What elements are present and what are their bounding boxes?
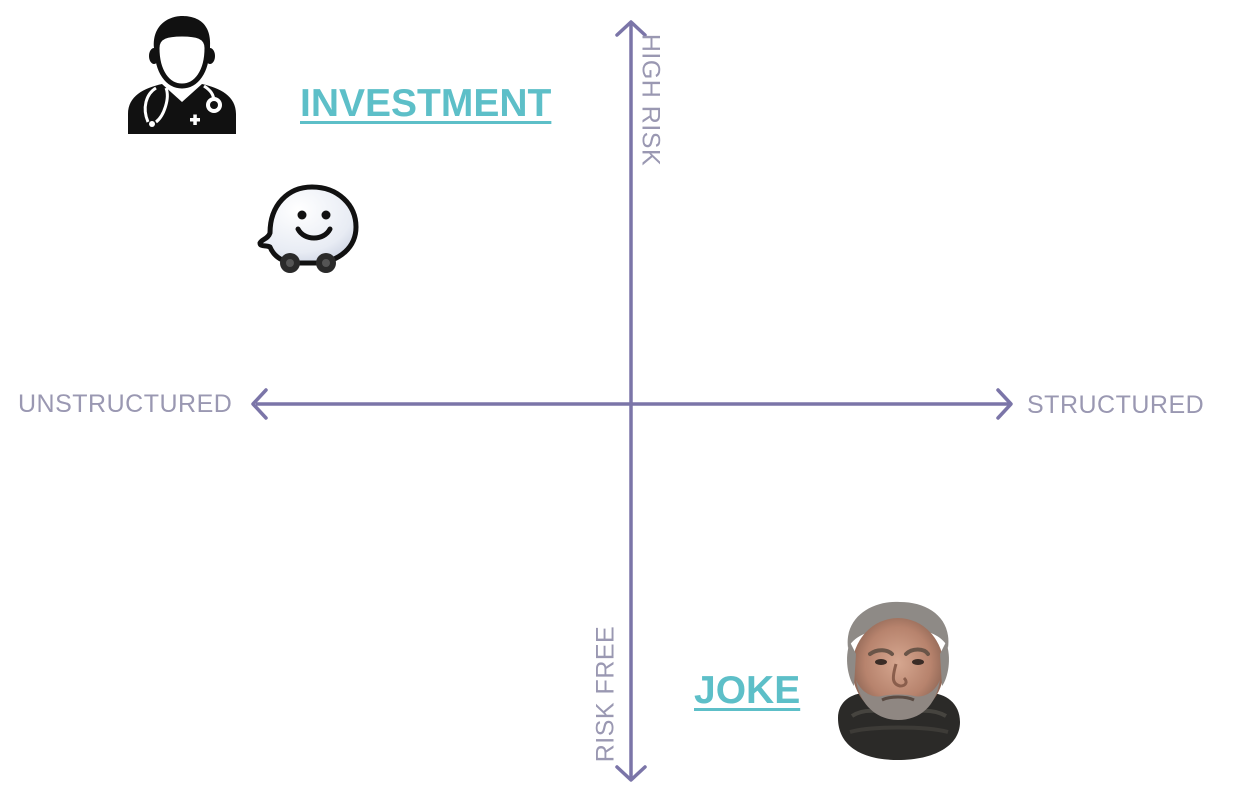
doctor-icon <box>128 16 236 134</box>
joke-link[interactable]: JOKE <box>694 669 801 712</box>
right-arrowhead <box>996 388 1013 420</box>
axis-label-structured: STRUCTURED <box>1027 391 1205 419</box>
bottom-arrowhead <box>615 765 647 782</box>
top-arrowhead <box>615 20 647 37</box>
investment-link[interactable]: INVESTMENT <box>300 82 552 125</box>
axis-label-unstructured: UNSTRUCTURED <box>18 390 233 418</box>
axis-label-risk-free: RISK FREE <box>591 625 620 763</box>
bearded-man-portrait <box>838 601 960 760</box>
waze-icon <box>257 184 359 273</box>
left-arrowhead <box>251 388 268 420</box>
axis-label-high-risk: HIGH RISK <box>636 33 665 167</box>
